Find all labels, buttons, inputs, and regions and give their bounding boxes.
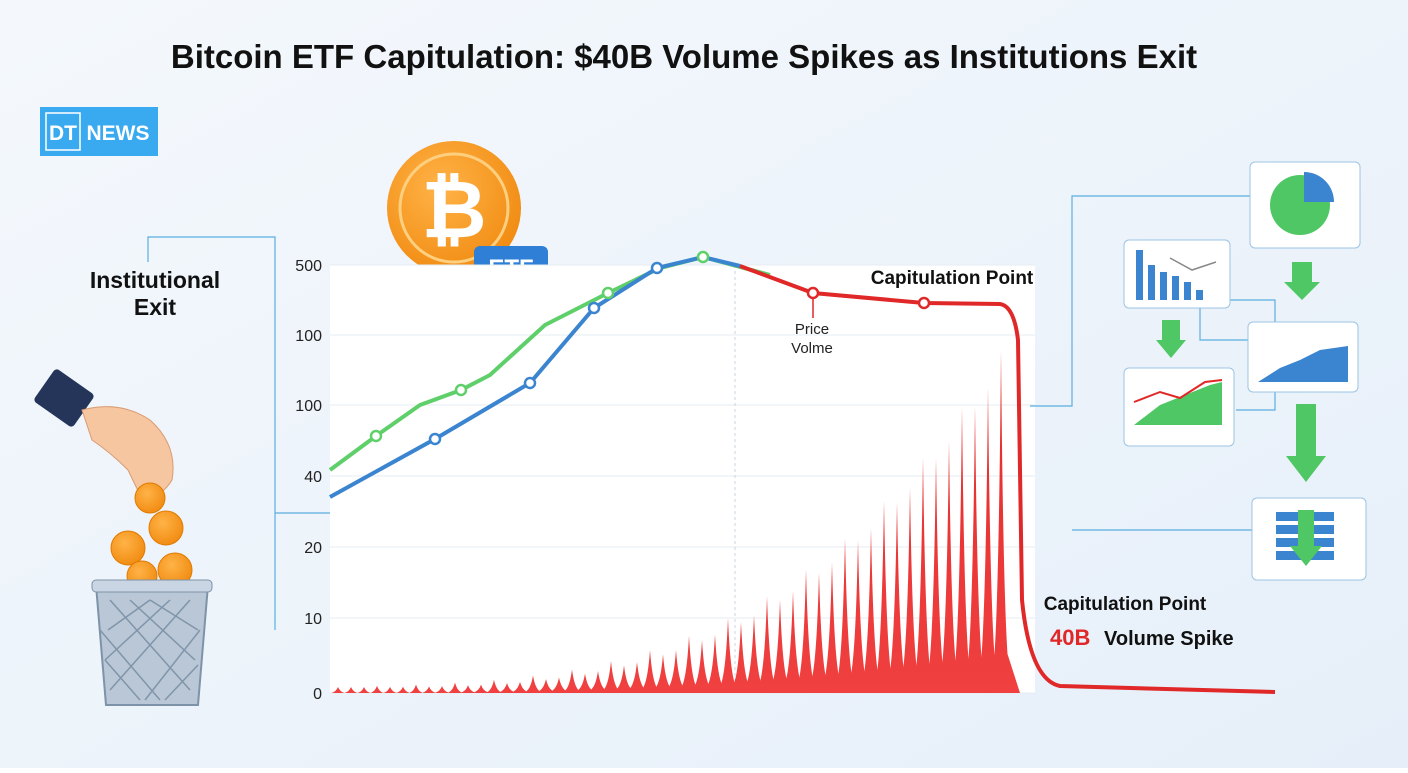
bitcoin-icon: ₿ bbox=[387, 141, 521, 275]
marker-label: Volme bbox=[791, 340, 833, 357]
logo-right: NEWS bbox=[87, 122, 150, 145]
red-line bbox=[739, 264, 1276, 694]
axis-label: 100 bbox=[295, 398, 322, 415]
marker-label: Price bbox=[795, 321, 829, 338]
axis-label: 10 bbox=[304, 611, 322, 628]
axis-label: 20 bbox=[304, 540, 322, 557]
side-label: Exit bbox=[134, 294, 177, 320]
axis-label: 40 bbox=[304, 469, 322, 486]
annotation-bottom-text: Volume Spike bbox=[1104, 628, 1234, 650]
axis-label: 100 bbox=[295, 328, 322, 345]
axis-label: 500 bbox=[295, 258, 322, 275]
side-label: Institutional bbox=[90, 267, 220, 293]
svg-text:₿: ₿ bbox=[421, 165, 486, 254]
axis-label: 0 bbox=[313, 686, 322, 703]
annotation-bottom-title: Capitulation Point bbox=[1044, 594, 1207, 615]
plot-area bbox=[330, 265, 1035, 693]
logo: DT NEWS bbox=[40, 107, 158, 156]
illustration bbox=[34, 369, 213, 706]
volume-spikes bbox=[330, 350, 1020, 693]
line-markers bbox=[369, 250, 931, 446]
connector bbox=[147, 236, 276, 630]
title: Bitcoin ETF Capitulation: $40B Volume Sp… bbox=[171, 38, 1197, 75]
flow-boxes bbox=[1123, 161, 1367, 581]
annotation-top: Capitulation Point bbox=[871, 268, 1034, 289]
logo-left: DT bbox=[49, 122, 77, 145]
annotation-bottom-value: 40B bbox=[1050, 625, 1090, 650]
